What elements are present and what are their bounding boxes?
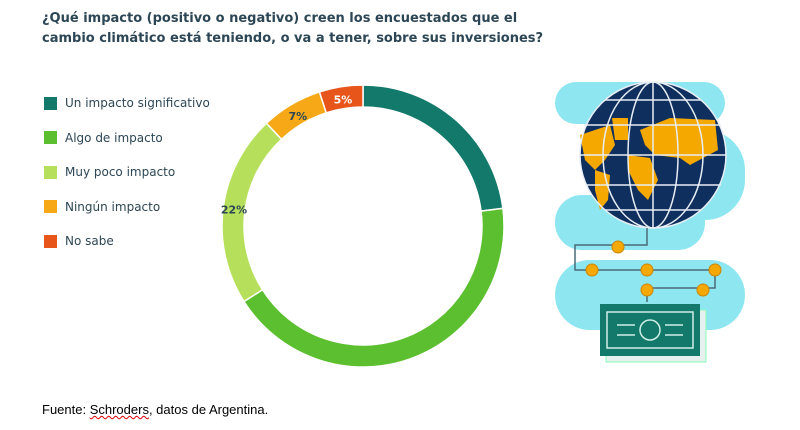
data-label: 23%	[422, 138, 448, 151]
network-nodes-icon	[574, 228, 722, 302]
legend-label: No sabe	[65, 234, 114, 249]
donut-slice	[318, 84, 364, 114]
legend: Un impacto significativo Algo de impacto M…	[44, 86, 210, 259]
data-label: 7%	[288, 110, 307, 123]
legend-label: Algo de impacto	[65, 130, 163, 145]
data-label: 22%	[221, 204, 247, 217]
legend-item: Un impacto significativo	[44, 86, 210, 121]
legend-item: No sabe	[44, 224, 210, 259]
footer-prefix: Fuente:	[42, 402, 90, 417]
data-label: 5%	[334, 94, 353, 107]
data-label: 43%	[387, 323, 413, 336]
legend-item: Ningún impacto	[44, 190, 210, 225]
legend-swatch	[44, 165, 57, 179]
legend-item: Muy poco impacto	[44, 155, 210, 190]
legend-swatch	[44, 96, 57, 110]
banknote-icon	[600, 304, 707, 363]
chart-title: ¿Qué impacto (positivo o negativo) creen…	[42, 11, 544, 46]
legend-item: Algo de impacto	[44, 121, 210, 156]
legend-swatch	[44, 200, 57, 214]
legend-label: Ningún impacto	[65, 199, 161, 214]
legend-swatch	[44, 234, 57, 248]
legend-label: Un impacto significativo	[65, 96, 210, 111]
footer-suffix: , datos de Argentina.	[148, 402, 269, 417]
footer-source: Schroders	[89, 402, 149, 417]
source-footer: Fuente: Schroders, datos de Argentina.	[42, 402, 268, 417]
legend-label: Muy poco impacto	[65, 165, 176, 180]
globe-money-illustration	[555, 81, 745, 363]
globe-icon	[579, 81, 727, 229]
legend-swatch	[44, 131, 57, 145]
donut-slice	[242, 207, 505, 368]
